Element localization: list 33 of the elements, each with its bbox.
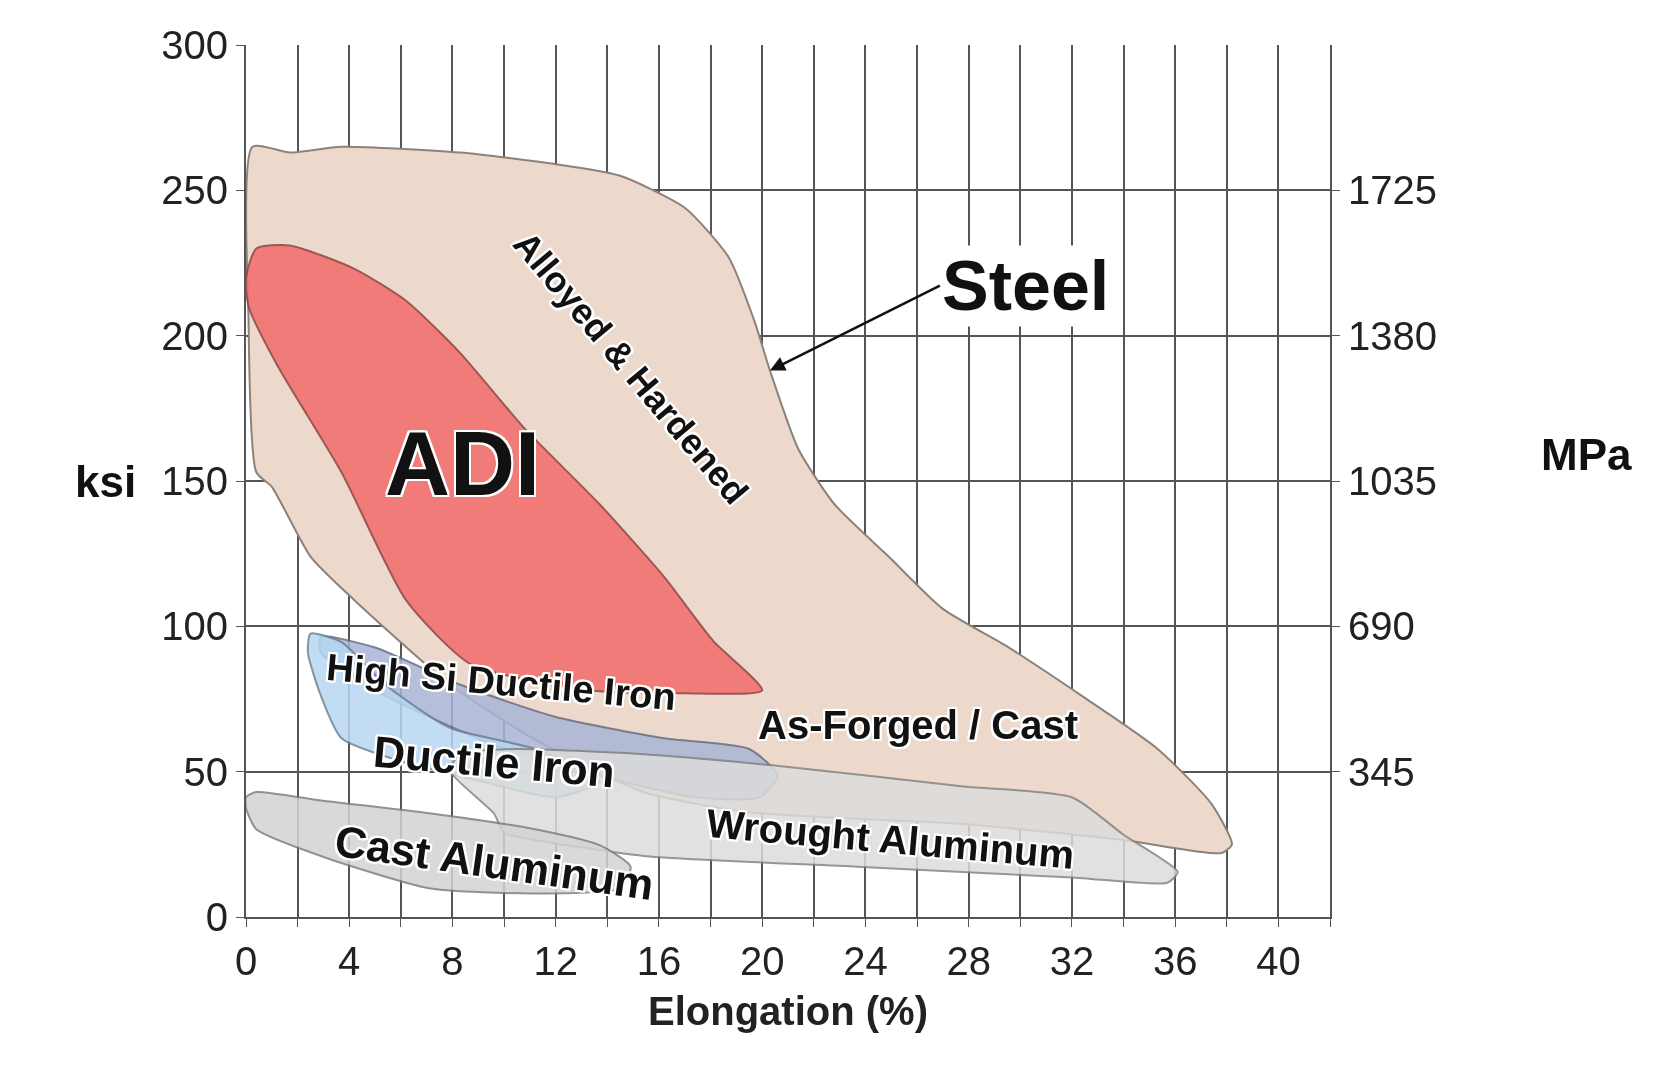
y-tick-label: 250 (161, 168, 228, 213)
y-tick-label: 150 (161, 459, 228, 503)
x-tick-label: 8 (441, 939, 464, 983)
x-tick-label: 0 (234, 939, 258, 983)
x-tick-label: 28 (946, 939, 991, 983)
annotation: High Si Ductile Iron (324, 645, 678, 719)
x-tick-label: 16 (636, 939, 682, 983)
x-tick-label: 24 (843, 939, 888, 983)
x-tick-label: 40 (1256, 939, 1301, 983)
y2-axis-title: MPa (1541, 430, 1632, 479)
y-tick-label: 50 (183, 749, 228, 794)
annotation: Steel (942, 247, 1110, 325)
y-tick-label: 300 (161, 23, 228, 67)
x-tick-label: 20 (739, 939, 785, 983)
y2-tick-label: 1380 (1348, 313, 1437, 358)
y2-tick-label: 690 (1348, 604, 1415, 649)
annotation: As-Forged / Cast (758, 703, 1079, 747)
annotation: Ductile Iron (371, 726, 617, 797)
annotation: Wrought Aluminum (704, 800, 1076, 877)
y-tick-label: 0 (205, 895, 228, 939)
y-tick-label: 100 (161, 604, 228, 649)
y2-tick-label: 345 (1348, 749, 1415, 794)
y2-tick-label: 1725 (1348, 168, 1437, 213)
y-tick-label: 200 (161, 313, 228, 358)
y-axis-title: ksi (75, 457, 137, 506)
x-axis-title: Elongation (%) (648, 989, 928, 1033)
x-tick-label: 4 (338, 939, 361, 983)
x-tick-label: 36 (1152, 939, 1198, 983)
x-tick-label: 32 (1049, 939, 1095, 983)
y2-tick-label: 1035 (1348, 459, 1437, 503)
x-tick-label: 12 (533, 939, 578, 983)
annotation: Cast Aluminum (332, 815, 657, 910)
annotation: ADI (385, 414, 540, 514)
